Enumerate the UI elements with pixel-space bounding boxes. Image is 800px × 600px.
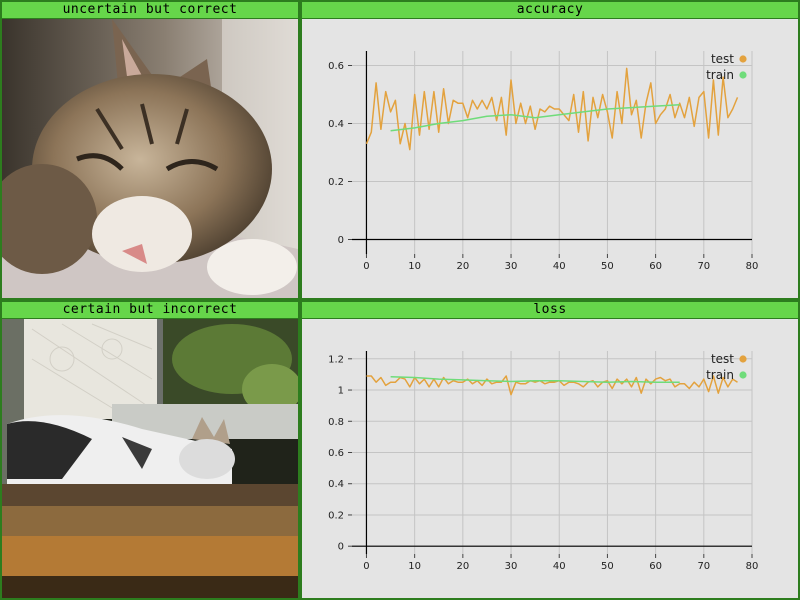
panel-loss-chart: loss 0 10 20 30 40 50 60 70 80 0 0.2 0.4 0.6 0.8 1 1.2 t… [300, 300, 800, 600]
x-tick-label: 40 [553, 261, 566, 272]
x-tick-label: 80 [746, 561, 759, 572]
legend-label-train: train [706, 368, 734, 382]
x-tick-label: 30 [505, 561, 518, 572]
y-tick-label: 0.4 [328, 479, 344, 490]
series-line-train [390, 376, 680, 383]
legend-marker-test [739, 55, 747, 63]
panel-title: uncertain but correct [2, 2, 298, 19]
y-tick-label: 0 [338, 542, 344, 553]
x-tick-label: 0 [363, 561, 369, 572]
chart-title: loss [302, 302, 798, 319]
x-tick-label: 70 [697, 561, 710, 572]
chart-title: accuracy [302, 2, 798, 19]
panel-certain-incorrect: certain but incorrect [0, 300, 300, 600]
x-tick-label: 70 [697, 261, 710, 272]
x-tick-label: 0 [363, 261, 369, 272]
x-tick-label: 10 [408, 261, 421, 272]
x-tick-label: 50 [601, 561, 614, 572]
y-tick-label: 0.8 [328, 417, 344, 428]
y-tick-label: 0.2 [328, 510, 344, 521]
x-tick-label: 80 [746, 261, 759, 272]
x-tick-label: 20 [456, 261, 469, 272]
loss-chart-svg: 0 10 20 30 40 50 60 70 80 0 0.2 0.4 0.6 0.8 1 1.2 test tr… [328, 351, 759, 572]
y-tick-label: 1 [338, 386, 344, 397]
x-tick-label: 60 [649, 561, 662, 572]
legend-label-test: test [711, 352, 734, 366]
x-tick-label: 50 [601, 261, 614, 272]
y-tick-label: 0.2 [328, 177, 344, 188]
series-line-test [366, 375, 738, 396]
legend-label-test: test [711, 52, 734, 66]
chart-area: 0 10 20 30 40 50 60 70 80 0 0.2 0.4 0.6 0.8 1 1.2 test tr… [302, 319, 798, 598]
y-tick-label: 1.2 [328, 354, 344, 365]
panel-uncertain-correct: uncertain but correct [0, 0, 300, 300]
legend-marker-train [739, 371, 747, 379]
panel-accuracy-chart: accuracy 0 10 20 30 40 50 60 70 80 0 0.2 0.4 0.6 test… [300, 0, 800, 300]
series-line-train [390, 103, 680, 132]
panel-title: certain but incorrect [2, 302, 298, 319]
legend-marker-train [739, 71, 747, 79]
y-tick-label: 0.6 [328, 61, 344, 72]
legend-label-train: train [706, 68, 734, 82]
x-tick-label: 20 [456, 561, 469, 572]
x-tick-label: 10 [408, 561, 421, 572]
chart-area: 0 10 20 30 40 50 60 70 80 0 0.2 0.4 0.6 test train [302, 19, 798, 298]
photo-tabby-kitten [2, 19, 298, 298]
x-tick-label: 30 [505, 261, 518, 272]
x-tick-label: 60 [649, 261, 662, 272]
y-tick-label: 0 [338, 235, 344, 246]
y-tick-label: 0.4 [328, 119, 344, 130]
series-line-test [365, 67, 739, 151]
legend-marker-test [739, 355, 747, 363]
accuracy-chart-svg: 0 10 20 30 40 50 60 70 80 0 0.2 0.4 0.6 test train [328, 51, 759, 272]
y-tick-label: 0.6 [328, 448, 344, 459]
x-tick-label: 40 [553, 561, 566, 572]
plot-area [352, 51, 752, 254]
photo-cat-by-window [2, 319, 298, 598]
